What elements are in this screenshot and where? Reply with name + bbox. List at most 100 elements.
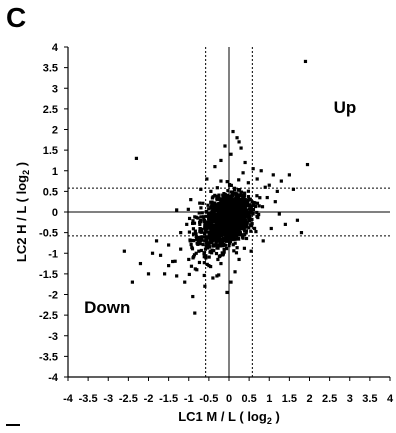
- y-tick-label: -0.5: [39, 228, 58, 240]
- data-point: [226, 229, 231, 233]
- data-point: [215, 186, 219, 190]
- data-point: [265, 195, 269, 200]
- data-point: [248, 203, 252, 207]
- y-tick-label: -1.5: [39, 269, 58, 281]
- data-point: [222, 225, 226, 229]
- data-point: [205, 236, 209, 240]
- data-point: [202, 217, 206, 222]
- data-point: [202, 261, 206, 265]
- data-point: [187, 216, 192, 221]
- data-point: [236, 188, 241, 192]
- data-point: [224, 197, 228, 201]
- data-point: [199, 206, 203, 210]
- data-point: [204, 214, 208, 218]
- data-point: [207, 219, 211, 223]
- data-point: [154, 239, 159, 243]
- data-point: [215, 233, 219, 237]
- data-point: [226, 208, 230, 213]
- data-point: [209, 189, 213, 193]
- annotation-up: Up: [334, 98, 357, 117]
- data-point: [235, 234, 239, 238]
- data-point: [238, 225, 242, 229]
- data-point: [216, 225, 221, 229]
- data-point: [158, 253, 163, 257]
- data-point: [197, 211, 201, 215]
- data-point: [233, 237, 237, 241]
- data-point: [194, 251, 198, 255]
- data-point: [228, 194, 232, 199]
- data-point: [229, 280, 233, 284]
- data-point: [238, 207, 242, 211]
- data-point: [237, 209, 241, 214]
- data-point: [251, 207, 256, 212]
- x-tick-label: -4: [63, 393, 74, 405]
- data-point: [200, 211, 204, 215]
- data-point: [211, 233, 215, 237]
- data-point: [269, 226, 273, 231]
- data-point: [209, 231, 213, 235]
- data-point: [194, 232, 198, 236]
- data-point: [247, 226, 251, 230]
- data-point: [203, 231, 207, 235]
- data-point: [213, 201, 217, 205]
- data-point: [242, 246, 247, 250]
- data-point: [202, 251, 206, 255]
- data-point: [231, 215, 235, 219]
- data-point: [216, 246, 220, 250]
- data-point: [250, 217, 254, 222]
- data-point: [249, 224, 254, 228]
- data-point: [230, 226, 234, 230]
- data-point: [198, 201, 202, 205]
- data-point: [211, 216, 215, 220]
- data-point: [192, 221, 197, 225]
- data-point: [204, 240, 209, 245]
- data-point: [212, 223, 216, 227]
- data-point: [207, 212, 211, 216]
- data-point: [215, 223, 219, 228]
- data-point: [213, 204, 217, 208]
- data-point: [221, 220, 225, 224]
- data-point: [267, 183, 271, 187]
- data-point: [210, 204, 214, 208]
- data-point: [255, 177, 259, 181]
- data-point: [238, 221, 242, 225]
- data-point: [222, 191, 226, 196]
- y-tick-label: -2: [48, 290, 58, 302]
- data-point: [218, 244, 222, 248]
- data-point: [167, 243, 171, 247]
- data-point: [277, 212, 281, 216]
- data-point: [243, 191, 247, 195]
- data-point: [191, 219, 195, 223]
- data-point: [219, 261, 223, 266]
- data-point: [258, 196, 262, 200]
- data-point: [234, 228, 238, 232]
- data-point: [248, 207, 252, 211]
- data-point: [246, 189, 251, 193]
- data-point: [238, 227, 242, 231]
- data-point: [230, 211, 234, 215]
- data-point: [237, 213, 241, 218]
- x-tick-label: -2.5: [119, 393, 138, 405]
- data-point: [212, 211, 216, 215]
- data-point: [239, 202, 243, 206]
- data-point: [198, 226, 202, 231]
- data-point: [303, 59, 308, 64]
- data-point: [250, 200, 254, 204]
- data-point: [175, 208, 179, 212]
- data-point: [207, 255, 211, 259]
- data-point: [246, 195, 251, 199]
- x-tick-label: 4: [387, 393, 394, 405]
- data-point: [222, 193, 226, 198]
- data-point: [185, 222, 189, 226]
- data-point: [208, 234, 212, 238]
- y-tick-label: 2: [52, 125, 58, 137]
- data-point: [200, 235, 205, 239]
- data-point: [252, 200, 256, 205]
- data-point: [193, 215, 197, 219]
- data-point: [229, 204, 233, 208]
- data-point: [242, 227, 246, 231]
- data-point: [189, 242, 193, 247]
- data-point: [229, 152, 233, 156]
- data-point: [249, 249, 253, 253]
- data-point: [229, 190, 233, 194]
